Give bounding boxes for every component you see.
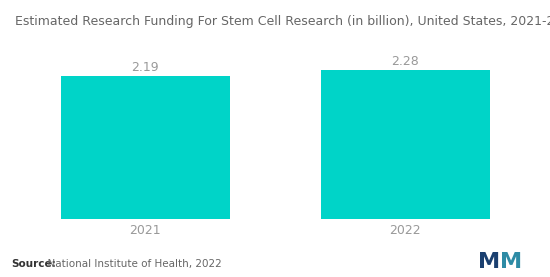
Bar <box>321 70 490 219</box>
Text: Estimated Research Funding For Stem Cell Research (in billion), United States, 2: Estimated Research Funding For Stem Cell… <box>15 15 550 28</box>
Text: 2.19: 2.19 <box>131 61 159 74</box>
Text: M: M <box>499 252 522 272</box>
Text: 2.28: 2.28 <box>391 55 419 68</box>
Bar <box>60 76 229 219</box>
Text: M: M <box>478 252 500 272</box>
Text: National Institute of Health, 2022: National Institute of Health, 2022 <box>41 259 222 269</box>
Text: Source:: Source: <box>11 259 56 269</box>
